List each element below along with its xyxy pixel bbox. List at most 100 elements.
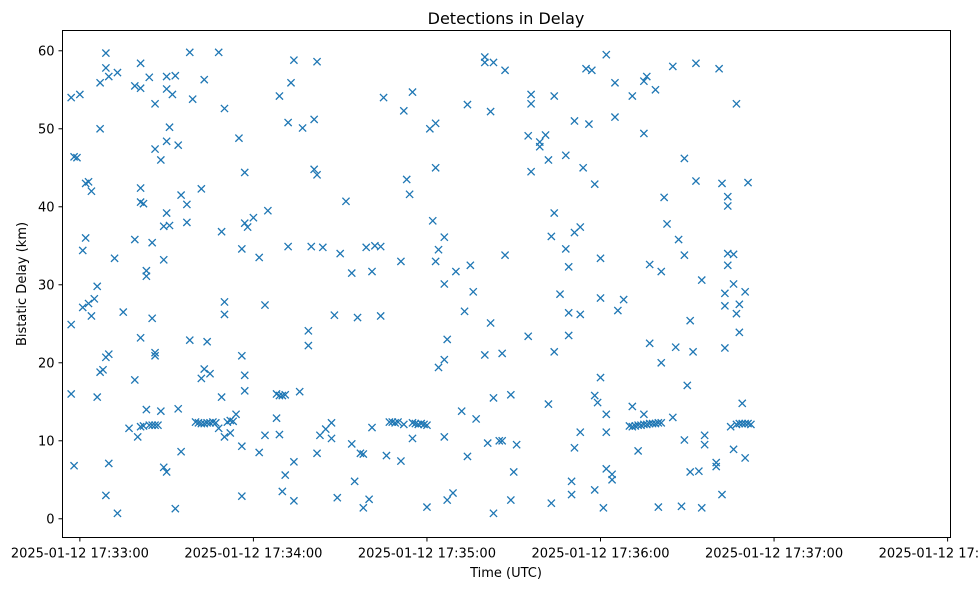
data-point: [214, 48, 223, 57]
data-point: [602, 50, 611, 59]
data-point: [217, 393, 226, 402]
data-point: [414, 420, 423, 429]
data-point: [72, 153, 82, 162]
data-point: [570, 443, 579, 452]
data-point: [359, 449, 368, 459]
data-point: [98, 365, 108, 374]
data-point: [379, 93, 388, 102]
data-point: [402, 175, 411, 184]
data-point: [593, 398, 602, 407]
data-point: [440, 279, 449, 289]
data-point: [237, 244, 246, 253]
data-point: [162, 72, 171, 81]
data-point: [587, 66, 596, 75]
data-point: [78, 246, 87, 255]
data-point: [509, 467, 518, 477]
data-point: [67, 389, 76, 399]
data-point: [743, 419, 753, 428]
data-point: [735, 300, 744, 309]
data-point: [683, 381, 692, 390]
data-point: [310, 115, 319, 124]
data-point: [628, 402, 637, 411]
data-point: [159, 463, 168, 472]
data-point: [677, 502, 686, 511]
data-point: [327, 418, 336, 427]
data-point: [480, 350, 489, 360]
data-point: [156, 155, 165, 165]
data-point: [211, 418, 220, 427]
data-point: [547, 232, 556, 241]
data-point: [495, 436, 504, 445]
data-point: [651, 85, 660, 94]
data-point: [281, 390, 290, 399]
data-point: [694, 467, 703, 476]
data-point: [151, 99, 160, 108]
data-point: [70, 461, 79, 470]
data-point: [691, 176, 701, 186]
data-point: [576, 310, 585, 319]
data-point: [512, 440, 521, 449]
data-point: [168, 90, 177, 99]
data-point: [205, 418, 215, 427]
data-point: [570, 116, 579, 126]
data-point: [700, 440, 709, 449]
data-point: [240, 168, 249, 177]
data-point: [480, 58, 489, 67]
data-point: [231, 410, 241, 419]
data-point: [312, 449, 322, 458]
data-point: [142, 266, 151, 275]
data-point: [214, 424, 223, 433]
data-point: [312, 170, 322, 179]
data-point: [96, 124, 105, 133]
data-point: [165, 123, 174, 132]
data-point: [119, 308, 128, 317]
data-point: [255, 448, 264, 457]
data-point: [486, 318, 495, 328]
data-point: [743, 178, 753, 187]
data-point: [527, 99, 536, 108]
data-point: [284, 118, 293, 127]
data-point: [590, 180, 599, 189]
data-point: [243, 223, 252, 232]
data-point: [657, 418, 666, 427]
data-point: [87, 311, 96, 321]
data-point: [240, 386, 249, 395]
data-point: [330, 311, 339, 320]
data-point: [645, 419, 654, 428]
data-point: [203, 337, 212, 346]
data-point: [382, 451, 391, 460]
data-point: [420, 420, 429, 429]
data-point: [729, 250, 738, 259]
data-point: [602, 410, 611, 419]
data-point: [185, 336, 194, 345]
data-point: [220, 104, 229, 113]
data-point: [602, 428, 611, 437]
data-point: [388, 418, 397, 427]
data-point: [174, 404, 183, 413]
data-point: [489, 393, 498, 402]
data-point: [596, 293, 605, 303]
data-point: [576, 428, 585, 437]
data-point: [642, 72, 651, 81]
data-point: [463, 452, 472, 461]
data-point: [260, 431, 270, 440]
data-point: [628, 422, 637, 431]
data-point: [431, 163, 440, 172]
data-point: [347, 269, 356, 278]
data-point: [93, 393, 102, 402]
data-point: [550, 91, 559, 101]
data-point: [550, 347, 559, 356]
y-tick-label: 50: [38, 122, 55, 137]
data-point: [365, 495, 374, 504]
data-point: [136, 84, 145, 93]
data-point: [159, 255, 168, 264]
data-point: [443, 335, 452, 344]
data-point: [527, 90, 536, 99]
data-point: [284, 242, 293, 251]
data-point: [498, 349, 507, 358]
x-tick-label: 2025-01-12 17:37:00: [705, 547, 843, 562]
data-point: [610, 78, 620, 87]
data-point: [289, 56, 298, 65]
data-point: [469, 287, 478, 296]
data-point: [463, 100, 472, 109]
